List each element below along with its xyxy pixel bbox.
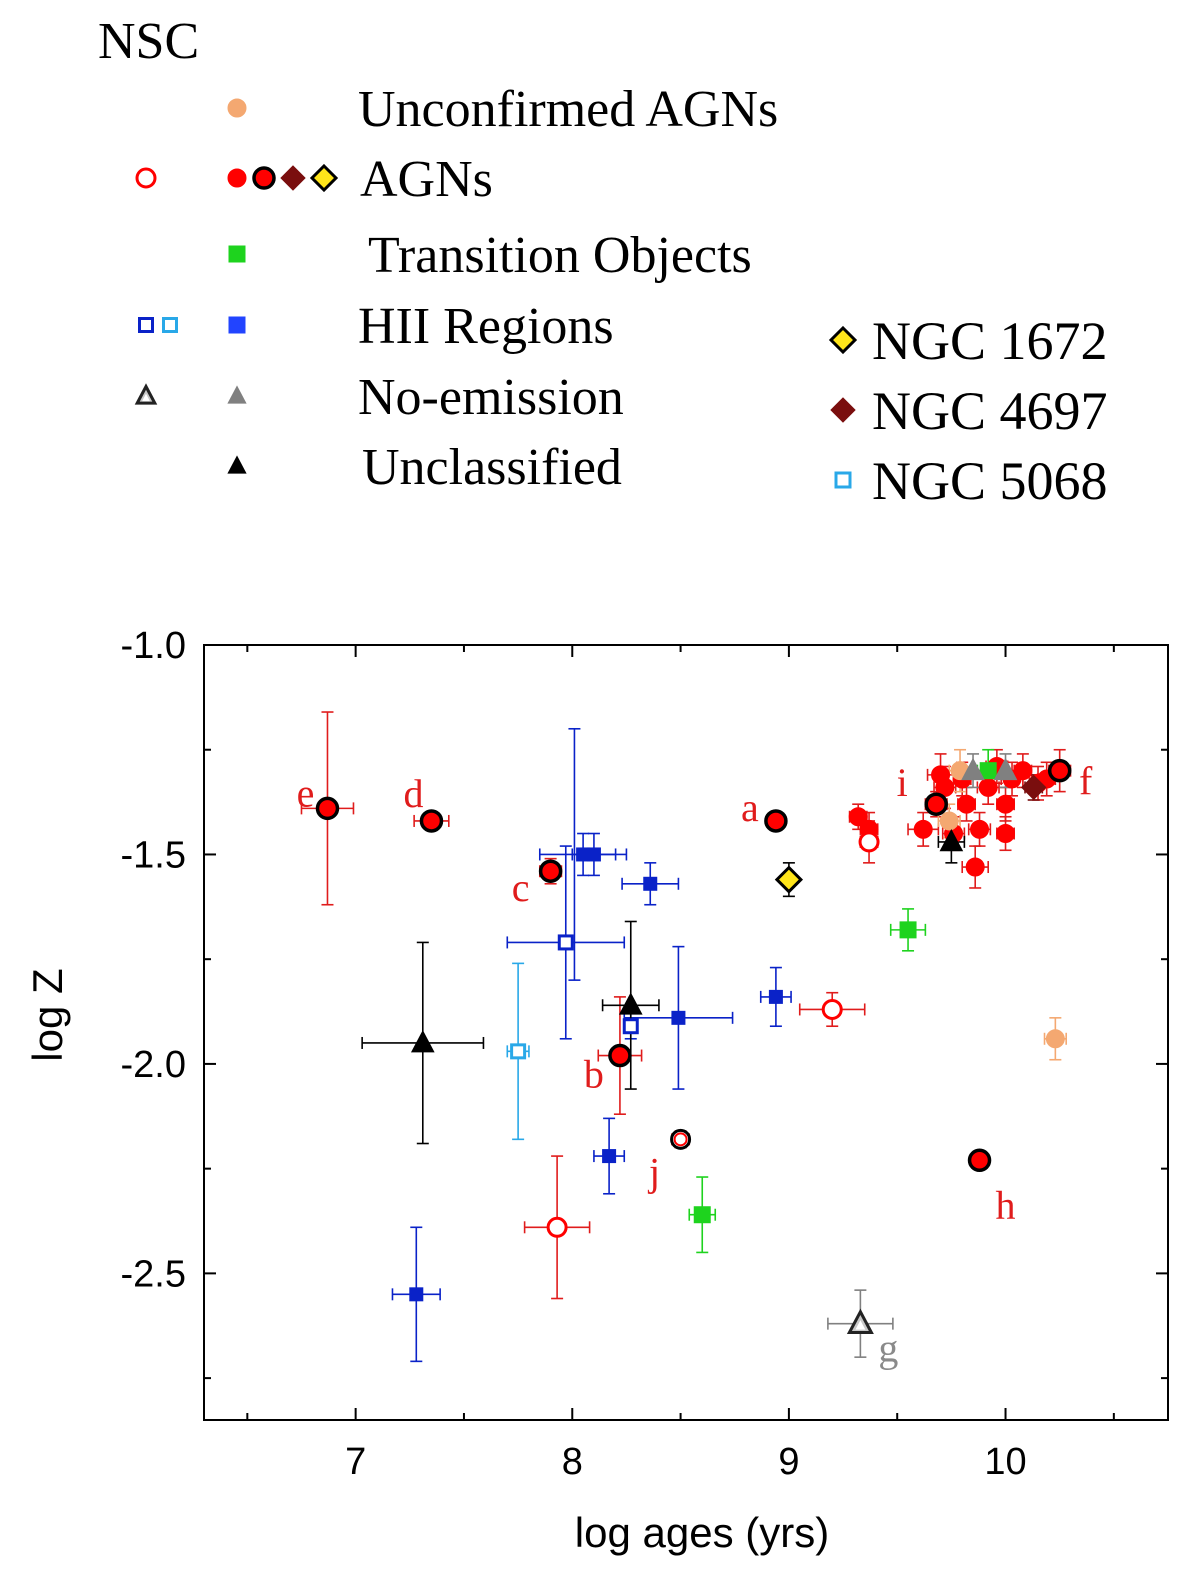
legend-label-agn: AGNs (360, 151, 493, 208)
data-point-agn-ring (764, 809, 788, 833)
legend-symbol-hii (228, 316, 246, 334)
data-point-ngc1672 (774, 865, 804, 894)
data-point-ngc4697 (1020, 774, 1047, 801)
data-point-agn-filled (996, 794, 1016, 814)
data-point-agn-ring (924, 792, 948, 816)
data-point-agn-ring (315, 796, 340, 821)
data-markers (315, 756, 1072, 1335)
data-point-agn-filled (957, 794, 977, 814)
point-label-b: b (584, 1052, 604, 1097)
data-point-hii-open (622, 1018, 639, 1035)
legend-symbol-hii-open-light (162, 317, 178, 333)
y-tick-label: -1.5 (121, 834, 186, 876)
point-label-g: g (878, 1326, 898, 1371)
x-tick-label: 7 (345, 1441, 366, 1483)
point-label-d: d (403, 771, 423, 816)
legend-label-ngc5068: NGC 5068 (872, 451, 1108, 511)
legend: NSC Unconfirmed AGNs AGNs Transition Objec… (98, 13, 1108, 511)
data-point-transition (899, 921, 917, 939)
legend-symbol-agn-filled (227, 168, 247, 188)
data-point-agn-ring (538, 859, 563, 883)
data-point-transition (693, 1206, 711, 1224)
legend-symbol-ngc4697 (830, 397, 856, 423)
data-point-transition (979, 762, 997, 780)
legend-symbol-noemission (227, 385, 247, 404)
data-point-ngc5068 (510, 1043, 527, 1060)
legend-label-ngc4697: NGC 4697 (872, 381, 1108, 441)
plot-frame (203, 644, 1169, 1421)
data-point-agn-filled (848, 807, 868, 827)
data-point-unclassified (410, 1030, 435, 1053)
axis-ticks: 7 8 9 10 -1.0 -1.5 -2.0 -2.5 (121, 625, 1168, 1483)
point-label-j: j (647, 1149, 660, 1194)
y-tick-label: -1.0 (121, 625, 186, 667)
x-axis-label: log ages (yrs) (575, 1509, 829, 1556)
point-labels: e d c a b j h i f g (297, 759, 1093, 1371)
data-point-agn-filled (978, 777, 998, 797)
legend-label-transition: Transition Objects (368, 227, 752, 284)
point-label-e: e (297, 770, 315, 815)
point-label-f: f (1079, 759, 1093, 804)
data-point-unclassified (618, 992, 643, 1015)
legend-symbol-unconfirmed (227, 98, 247, 118)
data-point-hii-open (557, 934, 574, 951)
y-tick-label: -2.5 (121, 1253, 186, 1295)
legend-symbol-ngc5068 (834, 471, 852, 489)
data-point-noemission (993, 757, 1018, 781)
data-point-unconfirmed (939, 811, 959, 831)
x-tick-label: 9 (778, 1441, 799, 1483)
point-label-h: h (996, 1182, 1016, 1227)
data-point-hii (602, 1149, 617, 1164)
data-point-agn-open-ring-inner (673, 1132, 688, 1147)
data-point-agn-filled (913, 819, 933, 839)
legend-symbol-transition (228, 245, 246, 263)
legend-symbol-agn-ring (252, 166, 276, 190)
legend-label-ngc1672: NGC 1672 (872, 311, 1108, 371)
legend-symbol-agn-open (135, 167, 157, 189)
data-point-hii (671, 1010, 686, 1025)
data-point-agn-filled (1013, 761, 1033, 781)
y-tick-label: -2.0 (121, 1044, 186, 1086)
legend-title: NSC (98, 13, 199, 70)
point-label-c: c (512, 865, 530, 910)
data-point-agn-open (821, 998, 843, 1020)
plot-area: 7 8 9 10 -1.0 -1.5 -2.0 -2.5 e d c a b j h i f g log age… (24, 625, 1169, 1556)
x-tick-label: 10 (984, 1441, 1026, 1483)
y-axis-label: log Z (24, 968, 71, 1061)
legend-label-unconfirmed: Unconfirmed AGNs (358, 81, 778, 138)
legend-symbols (134, 98, 858, 489)
data-point-agn-filled (965, 857, 985, 877)
legend-label-noemission: No-emission (358, 369, 624, 426)
data-point-noemission-open-inner (855, 1320, 866, 1330)
x-tick-label: 8 (562, 1441, 583, 1483)
legend-label-unclassified: Unclassified (362, 439, 622, 496)
data-point-agn-open (858, 831, 880, 853)
data-point-agn-ring (608, 1043, 632, 1068)
legend-labels: Unconfirmed AGNs AGNs Transition Objects HI… (358, 81, 1108, 511)
point-label-a: a (741, 785, 759, 830)
legend-symbol-hii-open (138, 317, 154, 333)
data-point-agn-open (546, 1216, 568, 1238)
legend-symbol-unclassified (227, 455, 247, 474)
data-point-noemission (961, 757, 985, 781)
data-point-agn-filled (996, 824, 1016, 844)
legend-label-hii: HII Regions (358, 298, 614, 355)
point-label-i: i (897, 760, 908, 805)
data-point-hii (768, 989, 783, 1004)
data-point-unconfirmed (1045, 1029, 1065, 1049)
data-point-agn-ring (1047, 758, 1072, 783)
legend-symbol-agn-diamond (280, 165, 306, 191)
legend-symbol-noemission-open-inner (142, 393, 150, 402)
data-point-agn-filled (970, 819, 990, 839)
data-point-hii (586, 847, 601, 862)
legend-symbol-ngc1672 (828, 325, 858, 355)
data-point-agn-ring (967, 1148, 992, 1173)
data-point-unclassified (939, 828, 964, 852)
data-point-hii (409, 1287, 424, 1302)
data-point-agn-ring (419, 809, 444, 833)
legend-symbol-agn-diamond-yellow (309, 163, 339, 193)
data-point-hii (643, 876, 658, 891)
